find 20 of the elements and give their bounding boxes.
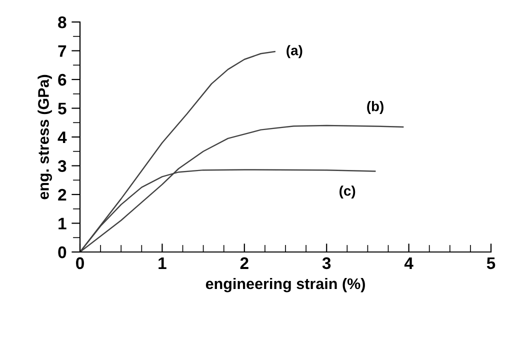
series-label: (a) xyxy=(286,45,302,58)
y-tick-label: 2 xyxy=(58,188,66,201)
series-label: (c) xyxy=(340,186,356,199)
x-tick-label: 5 xyxy=(486,257,496,270)
y-tick-label: 5 xyxy=(58,102,66,114)
x-tick-label: 1 xyxy=(158,257,166,269)
x-axis-title: engineering strain (%) xyxy=(206,278,365,292)
series-label: (b) xyxy=(367,101,384,114)
x-tick-label: 0 xyxy=(76,257,84,270)
x-tick-label: 3 xyxy=(322,257,331,270)
y-tick-label: 1 xyxy=(58,218,66,230)
y-tick-label: 4 xyxy=(58,132,67,144)
y-tick-label: 6 xyxy=(58,74,66,86)
x-tick-label: 2 xyxy=(240,257,248,269)
x-tick-label: 4 xyxy=(404,257,414,269)
y-tick-label: 7 xyxy=(58,45,66,57)
y-tick-label: 0 xyxy=(58,246,66,258)
y-tick-label: 3 xyxy=(58,160,66,172)
y-tick-label: 8 xyxy=(58,16,66,28)
y-axis-title: eng. stress (GPa) xyxy=(38,74,52,200)
